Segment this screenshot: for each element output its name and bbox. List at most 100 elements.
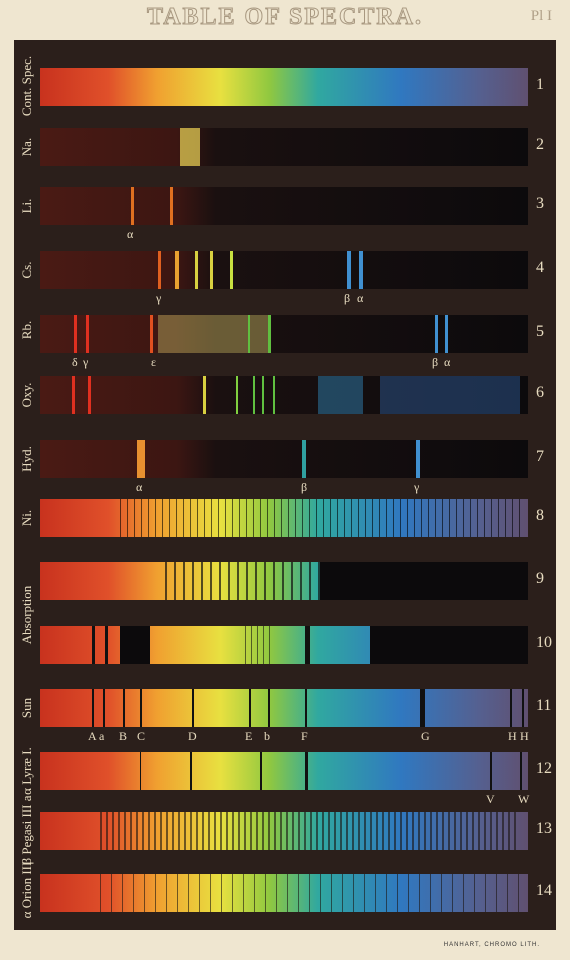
line-label: α (357, 291, 364, 305)
row-number: 5 (536, 323, 544, 340)
spectrum-strip (40, 376, 528, 414)
spectral-line (236, 376, 238, 414)
row-number: 3 (536, 195, 544, 212)
plate-panel (14, 40, 556, 930)
line-label: b (264, 729, 270, 743)
spectrum-strip (40, 128, 528, 166)
credit: HANHART, CHROMO LITH. (443, 942, 540, 948)
spectrum-strip (40, 874, 528, 912)
row-number: 13 (536, 820, 552, 837)
plate-number: Pl I (530, 8, 552, 24)
spectral-line (137, 440, 145, 478)
line-label: α (444, 355, 451, 369)
spectral-line (100, 812, 520, 850)
spectrum-strip (40, 315, 528, 353)
side-label: Cont. Spec. (19, 55, 34, 117)
spectral-line (158, 315, 268, 353)
spectral-line (100, 874, 520, 912)
spectral-line (273, 376, 275, 414)
spectral-line (120, 626, 150, 664)
line-label: δ (72, 355, 78, 369)
line-label: A (88, 729, 97, 743)
spectral-line (520, 752, 522, 790)
side-label: Oxy. (19, 382, 34, 408)
row-number: 8 (536, 507, 544, 524)
spectral-line (190, 752, 192, 790)
spectral-line (510, 689, 512, 727)
row-number: 1 (536, 76, 544, 93)
spectrum-strip (40, 812, 528, 850)
spectral-line (123, 689, 125, 727)
side-label: Cs. (19, 261, 34, 279)
row-number: 4 (536, 259, 544, 276)
side-label: Sun (19, 697, 34, 719)
row-number: 2 (536, 136, 544, 153)
side-label: α Lyræ I. (19, 747, 34, 795)
spectral-line (140, 752, 141, 790)
spectral-line (74, 315, 77, 353)
side-label: Rb. (19, 320, 34, 340)
spectral-line (305, 752, 308, 790)
spectral-line (86, 315, 89, 353)
spectral-line (203, 376, 206, 414)
spectral-line (245, 626, 275, 664)
row-number: 9 (536, 570, 544, 587)
line-label: β (432, 355, 439, 369)
spectral-line (150, 315, 153, 353)
spectral-line (380, 376, 520, 414)
row-number: 10 (536, 634, 552, 651)
side-label: Hyd. (19, 446, 34, 472)
row-number: 14 (536, 882, 552, 899)
title: TABLE OF SPECTRA. (146, 4, 424, 31)
spectral-line (305, 689, 307, 727)
spectral-line (131, 187, 134, 225)
spectral-line (175, 251, 179, 289)
spectral-line (420, 689, 425, 727)
spectral-line (120, 499, 520, 537)
line-label: H (520, 729, 529, 743)
line-label: α (127, 227, 134, 241)
spectrum-strip (40, 68, 528, 106)
spectrum-strip (40, 562, 528, 600)
spectral-line (92, 626, 95, 664)
line-label: α (136, 480, 143, 494)
line-label: F (301, 729, 308, 743)
row-number: 6 (536, 384, 544, 401)
spectral-line (158, 251, 161, 289)
line-label: G (421, 729, 430, 743)
spectral-line (249, 689, 251, 727)
side-label: β Pegasi III a (19, 795, 34, 865)
spectrum-strip (40, 626, 528, 664)
spectral-line (92, 689, 94, 727)
spectral-line (170, 187, 173, 225)
spectral-line (416, 440, 420, 478)
spectrum-strip (40, 440, 528, 478)
line-label: β (344, 291, 351, 305)
spectral-line (305, 626, 310, 664)
line-label: D (188, 729, 197, 743)
spectral-line (370, 626, 528, 664)
spectral-line (347, 251, 351, 289)
line-label: ε (151, 355, 157, 369)
spectral-line (522, 689, 524, 727)
row-number: 11 (536, 697, 552, 714)
line-label: B (119, 729, 128, 743)
spectral-line (490, 752, 492, 790)
spectrum-strip (40, 251, 528, 289)
spectral-line (320, 562, 528, 600)
spectral-line (268, 315, 271, 353)
spectral-line (105, 626, 108, 664)
spectral-line (445, 315, 448, 353)
spectral-line (195, 251, 198, 289)
row-number: 7 (536, 448, 544, 465)
spectral-line (260, 752, 262, 790)
row-number: 12 (536, 760, 552, 777)
spectral-line (302, 440, 306, 478)
spectral-line (192, 689, 194, 727)
line-label: C (137, 729, 146, 743)
line-label: γ (414, 480, 420, 494)
spectral-line (268, 689, 270, 727)
line-label: W (518, 792, 530, 806)
spectrum-strip (40, 752, 528, 790)
